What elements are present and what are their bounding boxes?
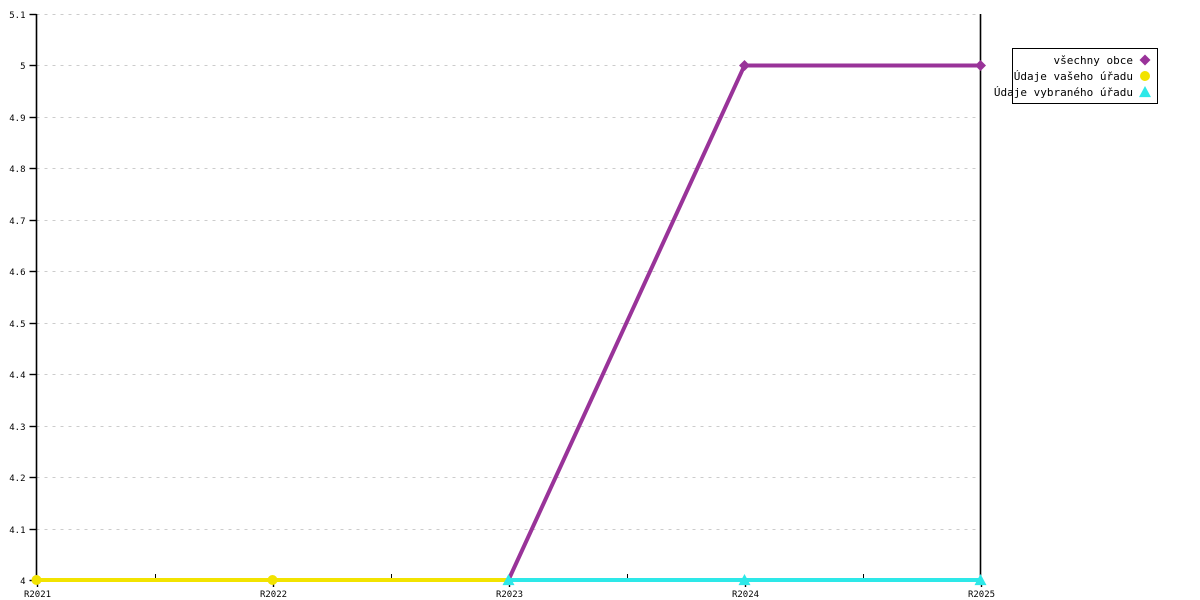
series-marker bbox=[31, 575, 42, 585]
chart-legend: všechny obce Údaje vašeho úřadu Údaje vybr… bbox=[994, 48, 1158, 104]
y-axis-tick-label: 4.6 bbox=[9, 268, 25, 278]
x-axis-tick-label: R2021 bbox=[24, 590, 51, 600]
y-axis-ticks-group bbox=[29, 13, 37, 582]
y-axis-tick-label: 4.7 bbox=[9, 217, 25, 227]
gridlines-group bbox=[36, 14, 981, 581]
data-series bbox=[502, 574, 987, 586]
series-marker bbox=[502, 574, 515, 586]
data-series bbox=[506, 59, 986, 581]
circle-marker-icon bbox=[1138, 69, 1152, 83]
x-axis-tick-label: R2025 bbox=[968, 590, 995, 600]
legend-item-label: všechny obce bbox=[1053, 53, 1133, 67]
x-axis-tick-label: R2022 bbox=[260, 590, 287, 600]
y-axis-tick-label: 4.8 bbox=[9, 165, 25, 175]
legend-item-label: Údaje vašeho úřadu bbox=[1013, 69, 1133, 83]
diamond-marker-icon bbox=[1138, 53, 1152, 67]
y-axis-tick-label: 4.3 bbox=[9, 423, 25, 433]
series-marker bbox=[739, 59, 750, 71]
triangle-marker-icon bbox=[1138, 85, 1152, 99]
data-series bbox=[31, 575, 509, 585]
y-axis-tick-label: 5.1 bbox=[9, 11, 25, 21]
data-series-group bbox=[31, 59, 987, 586]
legend-item-label: Údaje vybraného úřadu bbox=[993, 85, 1133, 99]
y-axis-tick-label: 4.1 bbox=[9, 526, 25, 536]
series-marker bbox=[267, 575, 278, 585]
y-axis-tick-label: 4.5 bbox=[9, 320, 25, 330]
legend-item[interactable]: Údaje vašeho úřadu bbox=[1014, 68, 1152, 84]
y-axis-tick-label: 5 bbox=[20, 62, 25, 72]
y-axis-tick-labels: 4 4.1 4.2 4.3 4.4 4.5 4.6 4.7 4.8 4.9 5 5.1 bbox=[9, 11, 25, 587]
x-axis-tick-label: R2024 bbox=[732, 590, 759, 600]
x-axis-tick-labels: R2021 R2022 R2023 R2024 R2025 bbox=[24, 590, 995, 600]
series-marker bbox=[738, 574, 751, 586]
y-axis-tick-label: 4.9 bbox=[9, 114, 25, 124]
y-axis-tick-label: 4.2 bbox=[9, 474, 25, 484]
y-axis-tick-label: 4 bbox=[20, 577, 25, 587]
y-axis-tick-label: 4.4 bbox=[9, 371, 25, 381]
legend-item[interactable]: Údaje vybraného úřadu bbox=[994, 84, 1152, 100]
series-line bbox=[506, 63, 981, 581]
legend-item[interactable]: všechny obce bbox=[1019, 52, 1152, 68]
series-marker bbox=[974, 574, 987, 586]
x-axis-tick-label: R2023 bbox=[496, 590, 523, 600]
series-marker bbox=[975, 59, 986, 71]
